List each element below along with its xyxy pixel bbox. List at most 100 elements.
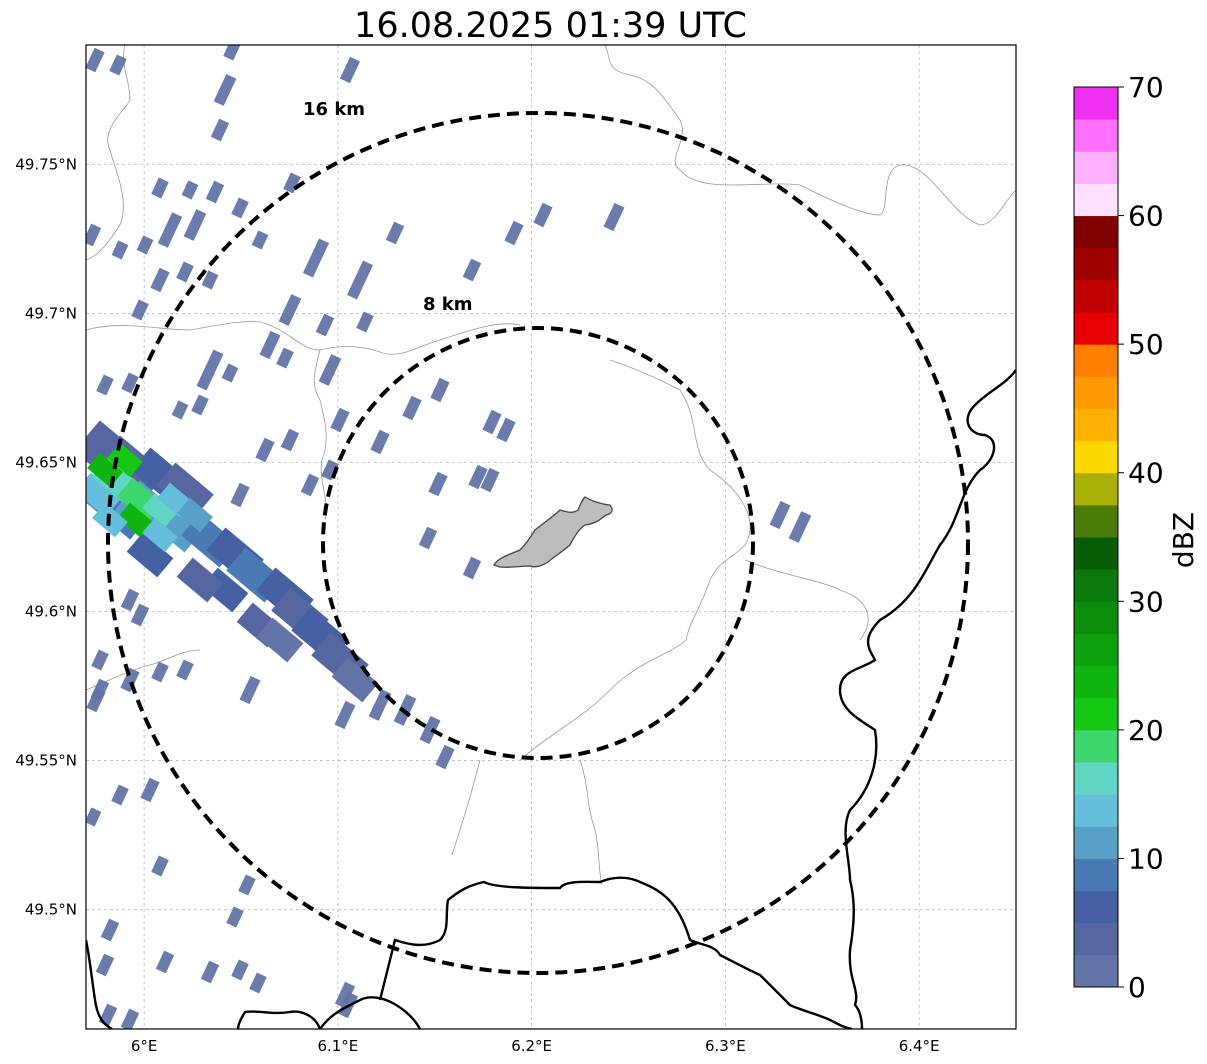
radar-echo (419, 715, 441, 745)
colorbar-swatch (1074, 697, 1118, 731)
radar-echo (280, 428, 300, 452)
admin-border (744, 559, 869, 641)
plot-frame (85, 44, 1017, 1030)
lat-tick-label: 49.5°N (25, 901, 77, 919)
national-border (236, 1010, 322, 1029)
admin-border (86, 45, 131, 261)
radar-echo (318, 354, 342, 386)
range-rings (106, 111, 970, 975)
radar-echo (171, 400, 189, 420)
colorbar-swatch (1074, 376, 1118, 409)
radar-echo (151, 177, 169, 199)
colorbar-swatch (1074, 665, 1118, 699)
admin-border (604, 45, 1016, 226)
colorbar-swatch (1074, 440, 1118, 474)
radar-echo (177, 497, 213, 533)
colorbar-swatch (1074, 279, 1118, 313)
radar-echo (435, 744, 455, 770)
radar-echo (131, 299, 149, 321)
radar-echo (283, 172, 301, 194)
radar-echo (259, 330, 281, 360)
radar-echo (157, 212, 183, 248)
colorbar-swatch (1074, 344, 1118, 377)
lat-tick-label: 49.65°N (15, 453, 77, 471)
latitude-labels: 49.75°N 49.7°N 49.65°N 49.6°N 49.55°N 49.5°N (15, 155, 77, 918)
lon-tick-label: 6.4°E (899, 1037, 940, 1055)
radar-echo (339, 56, 361, 84)
radar-echo (769, 500, 791, 530)
radar-echo (370, 429, 390, 455)
colorbar: 0 10 20 30 40 50 60 70 (1073, 71, 1164, 1004)
radar-echo (183, 209, 207, 241)
lat-tick-label: 49.75°N (15, 155, 77, 173)
radar-echo (191, 394, 209, 416)
radar-echo (96, 374, 114, 396)
admin-border (579, 759, 603, 886)
radar-echo (334, 981, 356, 1009)
radar-echo (155, 950, 175, 974)
radar-echo (402, 395, 422, 421)
radar-echo (86, 223, 102, 247)
colorbar-tick-label: 60 (1128, 200, 1164, 233)
radar-echo (331, 657, 379, 703)
radar-echo (95, 953, 115, 977)
radar-echo (256, 617, 304, 663)
radar-echo (223, 45, 241, 61)
radar-echo (334, 700, 356, 730)
colorbar-swatch (1074, 922, 1118, 956)
radar-echo (111, 240, 129, 260)
radar-echo (300, 473, 320, 497)
colorbar-tick-label: 40 (1128, 457, 1164, 490)
radar-echo (151, 661, 169, 683)
radar-echo (142, 492, 178, 528)
lon-tick-label: 6°E (131, 1037, 158, 1055)
radar-echo (468, 464, 488, 490)
lon-tick-label: 6.3°E (705, 1037, 746, 1055)
national-border (319, 996, 422, 1029)
radar-echo (385, 221, 405, 245)
radar-echo (100, 918, 120, 942)
colorbar-swatch (1074, 504, 1118, 538)
radar-echo (120, 667, 140, 693)
national-borders (86, 369, 1016, 1029)
radar-echo (140, 777, 160, 803)
radar-echo (130, 603, 150, 627)
radar-echo (111, 784, 129, 806)
colorbar-swatch (1074, 729, 1118, 763)
radar-echo (136, 235, 154, 255)
colorbar-tick-label: 20 (1128, 714, 1164, 747)
radar-echo (251, 230, 269, 250)
radar-echo (221, 363, 239, 383)
colorbar-swatch (1074, 890, 1118, 924)
radar-echo (278, 294, 302, 326)
colorbar-swatch (1074, 151, 1118, 184)
radar-echo (480, 467, 500, 493)
radar-echo (462, 258, 482, 282)
range-ring-8km (321, 326, 755, 760)
colorbar-swatch (1074, 762, 1118, 795)
colorbar-swatch (1074, 537, 1118, 570)
colorbar-swatch (1074, 247, 1118, 281)
radar-echo (196, 349, 224, 391)
colorbar-swatch (1074, 183, 1118, 217)
national-border (378, 876, 853, 1029)
colorbar-swatch (1074, 633, 1118, 667)
radar-echo (302, 238, 330, 278)
radar-echo (176, 557, 224, 603)
radar-echo (205, 180, 225, 204)
colorbar-swatch (1074, 215, 1118, 249)
radar-echo (249, 972, 267, 994)
colorbar-swatch (1074, 954, 1118, 988)
longitude-labels: 6°E 6.1°E 6.2°E 6.3°E 6.4°E (131, 1037, 940, 1055)
radar-echo (86, 47, 105, 73)
radar-echo (90, 678, 110, 702)
radar-echo (496, 417, 516, 443)
radar-echo (120, 1008, 140, 1029)
radar-echo (91, 649, 109, 671)
radar-echo (356, 311, 374, 333)
radar-echo (150, 267, 170, 293)
colorbar-swatch (1074, 408, 1118, 442)
colorbar-tick-label: 10 (1128, 842, 1164, 875)
radar-echo (213, 74, 237, 106)
